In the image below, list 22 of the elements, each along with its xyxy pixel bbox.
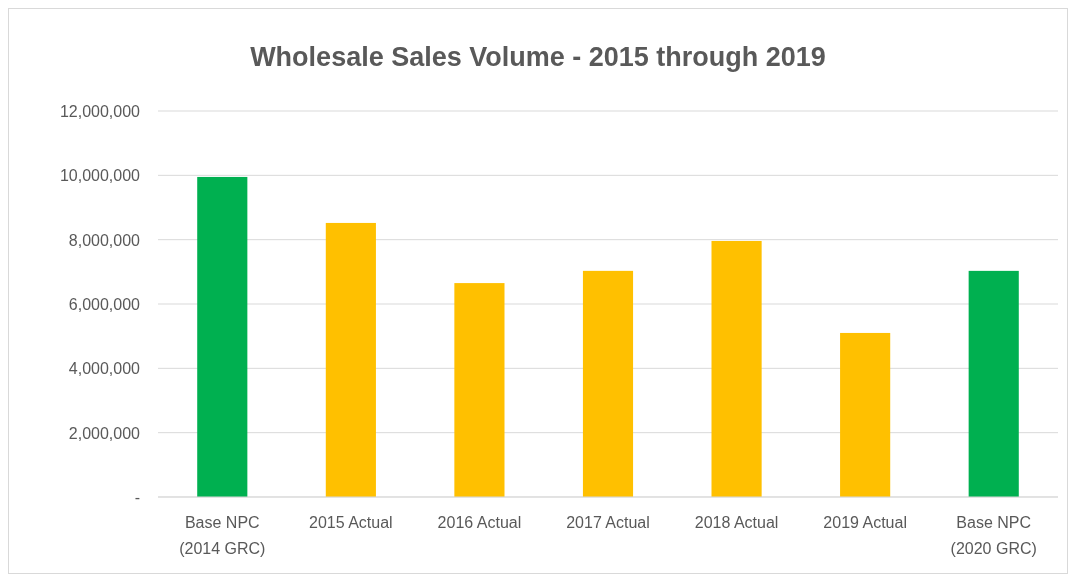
y-tick-label: 6,000,000 <box>68 296 141 313</box>
x-tick-label: 2019 Actual <box>823 514 907 531</box>
x-tick-label: 2015 Actual <box>309 514 393 531</box>
x-tick-label: 2017 Actual <box>566 514 650 531</box>
x-tick-label: 2016 Actual <box>437 514 522 531</box>
bar <box>454 283 505 497</box>
bar <box>968 270 1019 497</box>
x-tick-label: Base NPC (2020 GRC) <box>950 514 1037 557</box>
bar <box>582 270 634 497</box>
y-tick-label: 12,000,000 <box>59 103 141 120</box>
y-tick-label: 8,000,000 <box>68 231 141 249</box>
x-tick-label: 2018 Actual <box>694 514 779 531</box>
chart-title: Wholesale Sales Volume - 2015 through 2019 <box>250 42 826 72</box>
bar <box>711 240 762 497</box>
y-tick-label: 2,000,000 <box>68 424 141 442</box>
y-tick-label: 10,000,000 <box>59 167 141 185</box>
bar <box>197 176 248 497</box>
y-tick-label: 4,000,000 <box>68 360 141 378</box>
y-tick-label: - <box>134 489 140 506</box>
bar <box>840 332 891 497</box>
x-tick-label: Base NPC (2014 GRC) <box>179 514 266 557</box>
bar <box>325 222 376 497</box>
